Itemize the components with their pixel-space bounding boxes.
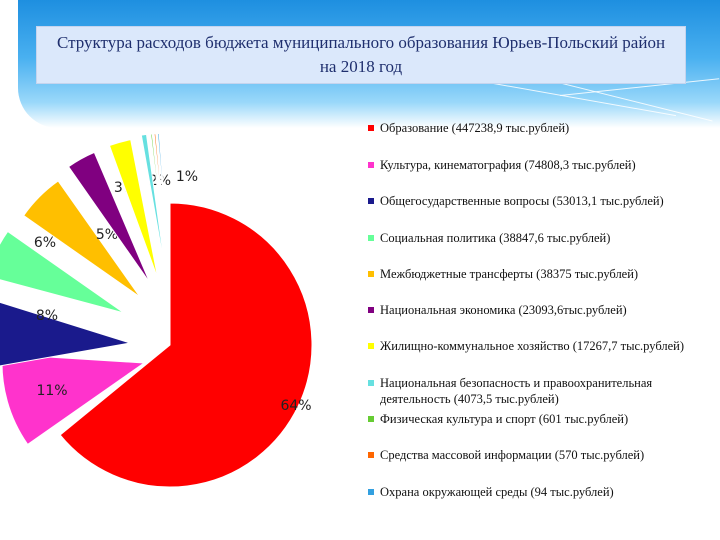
legend-swatch: [368, 380, 374, 386]
legend-label: Общегосударственные вопросы (53013,1 тыс…: [380, 194, 664, 208]
legend-item: Образование (447238,9 тыс.рублей): [368, 120, 708, 136]
legend-swatch: [368, 452, 374, 458]
slice-percent-label: 8%: [36, 308, 58, 324]
legend-item: Национальная экономика (23093,6тыс.рубле…: [368, 302, 708, 318]
pie-chart: 64%11%8%6%5%3%2%1%: [0, 132, 313, 488]
legend-label: Культура, кинематография (74808,3 тыс.ру…: [380, 158, 636, 172]
legend-label: Охрана окружающей среды (94 тыс.рублей): [380, 485, 614, 499]
pie-slice: [0, 230, 125, 314]
pie-slice: [67, 151, 151, 284]
legend-item: Национальная безопасность и правоохранит…: [368, 375, 708, 407]
legend-label: Образование (447238,9 тыс.рублей): [380, 121, 570, 135]
legend-item: Охрана окружающей среды (94 тыс.рублей): [368, 484, 708, 500]
legend-swatch: [368, 271, 374, 277]
legend-item: Средства массовой информации (570 тыс.ру…: [368, 447, 708, 463]
legend-label: Жилищно-коммунальное хозяйство (17267,7 …: [380, 339, 685, 353]
legend-label: Физическая культура и спорт (601 тыс.руб…: [380, 412, 629, 426]
slice-percent-label: 11%: [36, 383, 67, 399]
pie-slice: [140, 133, 167, 276]
slice-percent-label: 6%: [34, 235, 56, 251]
legend-swatch: [368, 235, 374, 241]
legend-item: Культура, кинематография (74808,3 тыс.ру…: [368, 157, 708, 173]
pie-slice: [0, 301, 131, 367]
legend-label: Межбюджетные трансферты (38375 тыс.рубле…: [380, 267, 639, 281]
legend-item: Физическая культура и спорт (601 тыс.руб…: [368, 411, 708, 427]
title-box: Структура расходов бюджета муниципальног…: [36, 26, 686, 84]
legend-item: Общегосударственные вопросы (53013,1 тыс…: [368, 193, 708, 209]
legend-item: Жилищно-коммунальное хозяйство (17267,7 …: [368, 338, 708, 354]
legend-swatch: [368, 343, 374, 349]
legend-swatch: [368, 416, 374, 422]
legend-label: Национальная безопасность и правоохранит…: [380, 376, 653, 406]
legend-swatch: [368, 162, 374, 168]
legend-swatch: [368, 307, 374, 313]
legend-item: Межбюджетные трансферты (38375 тыс.рубле…: [368, 266, 708, 282]
slice-percent-label: 64%: [280, 398, 311, 414]
chart-area: 64%11%8%6%5%3%2%1% Образование (447238,9…: [0, 120, 720, 540]
slice-percent-label: 5%: [96, 227, 118, 243]
pie-slice: [153, 133, 170, 276]
pie-slice: [108, 139, 159, 280]
chart-title: Структура расходов бюджета муниципальног…: [56, 33, 666, 76]
legend-item: Социальная политика (38847,6 тыс.рублей): [368, 230, 708, 246]
legend-swatch: [368, 125, 374, 131]
pie-slice: [157, 132, 171, 276]
legend-label: Средства массовой информации (570 тыс.ру…: [380, 448, 645, 462]
legend-swatch: [368, 198, 374, 204]
legend-label: Национальная экономика (23093,6тыс.рубле…: [380, 303, 627, 317]
pie-slice: [59, 202, 313, 488]
legend-label: Социальная политика (38847,6 тыс.рублей): [380, 231, 611, 245]
pie-slice: [22, 180, 141, 298]
slice-percent-label: 1%: [176, 169, 198, 185]
pie-slice: [150, 133, 169, 276]
legend-swatch: [368, 489, 374, 495]
